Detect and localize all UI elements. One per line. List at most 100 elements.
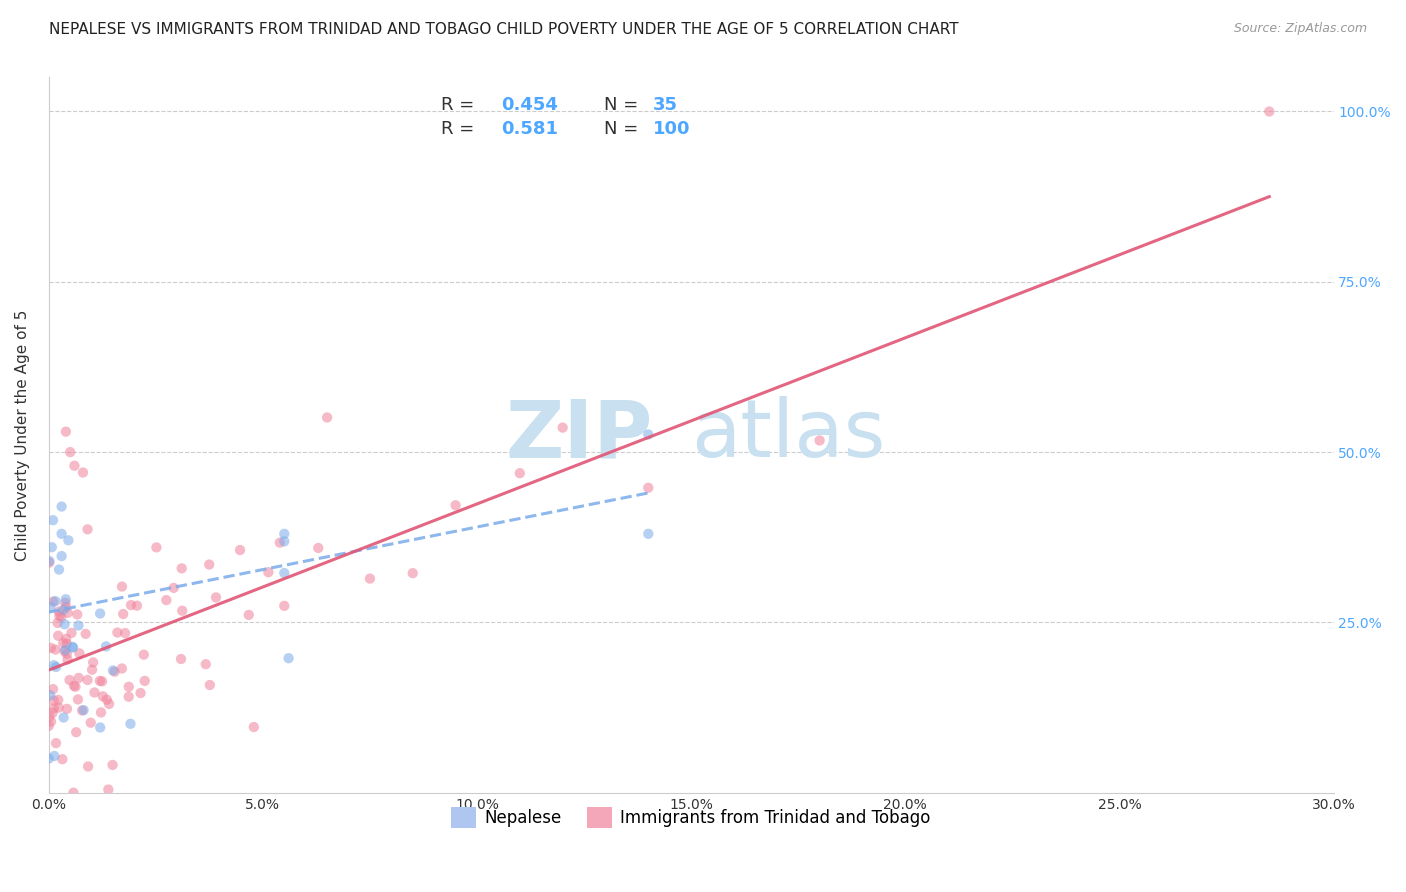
Point — [89, 673, 111, 688]
Point — [198, 558, 221, 572]
Point — [76, 673, 98, 687]
Point — [273, 599, 295, 613]
Text: ZIP: ZIP — [505, 396, 652, 474]
Point — [48, 608, 70, 623]
Point — [118, 680, 141, 694]
Text: NEPALESE VS IMMIGRANTS FROM TRINIDAD AND TOBAGO CHILD POVERTY UNDER THE AGE OF 5: NEPALESE VS IMMIGRANTS FROM TRINIDAD AND… — [49, 22, 959, 37]
Point — [277, 651, 299, 665]
Point — [59, 445, 82, 459]
Point — [91, 674, 114, 689]
Point — [42, 658, 65, 673]
Point — [46, 615, 69, 630]
Point — [163, 581, 186, 595]
Y-axis label: Child Poverty Under the Age of 5: Child Poverty Under the Age of 5 — [15, 310, 30, 561]
Point — [89, 721, 111, 735]
Point — [65, 680, 87, 694]
Point — [198, 678, 221, 692]
Point — [38, 556, 60, 570]
Point — [273, 526, 295, 541]
Point — [70, 704, 93, 718]
Point — [41, 706, 63, 720]
Point — [42, 693, 65, 707]
Point — [51, 752, 73, 766]
Point — [637, 427, 659, 442]
Point — [51, 526, 73, 541]
Point — [316, 410, 339, 425]
Point — [60, 625, 83, 640]
Point — [51, 549, 73, 563]
Point — [48, 605, 70, 619]
Point — [808, 434, 831, 448]
Point — [120, 598, 142, 612]
Point — [53, 643, 76, 657]
Point — [44, 594, 66, 608]
Point — [38, 719, 60, 733]
Point — [112, 607, 135, 621]
Point — [42, 682, 65, 697]
Text: R =: R = — [440, 120, 479, 138]
Text: 0.454: 0.454 — [501, 95, 558, 113]
Point — [39, 599, 62, 614]
Point — [55, 592, 77, 607]
Point — [98, 697, 121, 711]
Legend: Nepalese, Immigrants from Trinidad and Tobago: Nepalese, Immigrants from Trinidad and T… — [444, 801, 938, 834]
Point — [56, 652, 79, 666]
Point — [56, 647, 79, 661]
Point — [63, 458, 86, 473]
Point — [56, 606, 79, 620]
Point — [52, 603, 75, 617]
Point — [1258, 104, 1281, 119]
Point — [77, 759, 100, 773]
Point — [551, 420, 574, 434]
Point — [243, 720, 266, 734]
Point — [48, 563, 70, 577]
Point — [307, 541, 329, 555]
Point — [42, 513, 65, 527]
Point — [55, 425, 77, 439]
Point — [76, 522, 98, 536]
Point — [269, 535, 291, 549]
Point — [91, 690, 114, 704]
Point — [194, 657, 217, 672]
Point — [58, 673, 80, 687]
Point — [63, 679, 86, 693]
Text: atlas: atlas — [692, 396, 886, 474]
Text: Source: ZipAtlas.com: Source: ZipAtlas.com — [1233, 22, 1367, 36]
Point — [444, 498, 467, 512]
Point — [53, 644, 76, 658]
Point — [62, 640, 84, 655]
Text: N =: N = — [603, 120, 644, 138]
Point — [129, 686, 152, 700]
Point — [42, 701, 65, 715]
Point — [97, 782, 120, 797]
Point — [80, 663, 103, 677]
Point — [80, 715, 103, 730]
Point — [155, 593, 177, 607]
Point — [359, 572, 381, 586]
Point — [134, 673, 156, 688]
Point — [132, 648, 155, 662]
Point — [75, 627, 97, 641]
Point — [67, 618, 90, 632]
Point — [42, 594, 65, 608]
Point — [114, 626, 136, 640]
Point — [90, 706, 112, 720]
Point — [273, 534, 295, 549]
Point — [45, 660, 67, 674]
Point — [38, 554, 60, 568]
Text: R =: R = — [440, 95, 479, 113]
Point — [52, 636, 75, 650]
Point — [55, 632, 77, 646]
Point — [58, 533, 80, 548]
Point — [637, 526, 659, 541]
Point — [51, 500, 73, 514]
Point — [120, 716, 142, 731]
Point — [94, 640, 117, 654]
Point — [145, 541, 167, 555]
Point — [118, 690, 141, 704]
Point — [62, 640, 84, 654]
Point — [101, 664, 124, 678]
Point — [89, 607, 111, 621]
Point — [82, 656, 104, 670]
Point — [48, 700, 70, 714]
